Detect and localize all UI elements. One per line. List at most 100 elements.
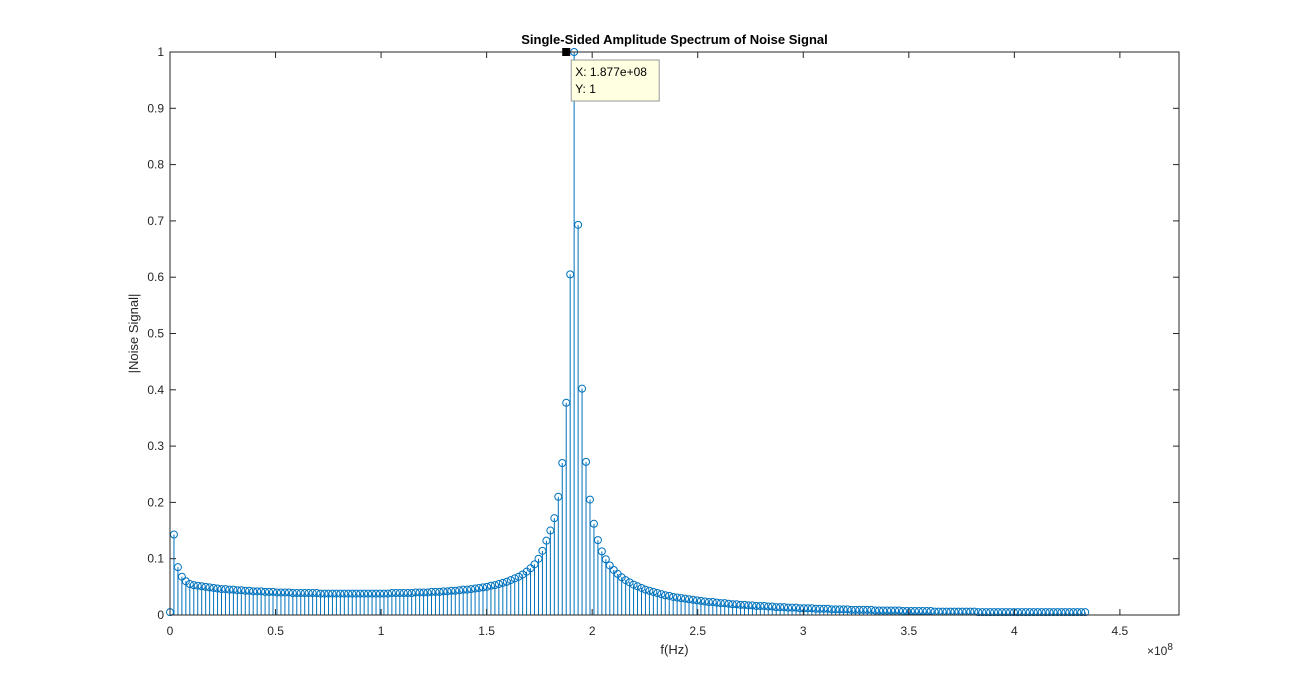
stem-marker	[269, 587, 278, 596]
stem-marker	[189, 581, 198, 590]
y-tick-label: 0.5	[147, 327, 164, 341]
plot-area	[170, 52, 1179, 615]
stem-marker	[732, 600, 741, 609]
stem-marker	[585, 495, 594, 504]
stem-marker	[700, 597, 709, 606]
stem-marker	[843, 605, 852, 614]
stem-marker	[724, 599, 733, 608]
stem-marker	[605, 561, 614, 570]
stem-marker	[205, 583, 214, 592]
stem-marker	[677, 594, 686, 603]
x-tick-label: 3	[800, 624, 807, 638]
y-tick-label: 0.9	[147, 101, 164, 115]
stem-marker	[720, 599, 729, 608]
stem-marker	[597, 547, 606, 556]
stem-marker	[748, 601, 757, 610]
stem-marker	[201, 582, 210, 591]
stem-marker	[574, 220, 583, 229]
stem-marker	[685, 595, 694, 604]
stem-marker	[637, 583, 646, 592]
x-tick-label: 1	[378, 624, 385, 638]
y-tick-label: 0.8	[147, 158, 164, 172]
stem-marker	[1081, 608, 1090, 617]
x-axis-label: f(Hz)	[660, 642, 688, 657]
stem-marker	[712, 598, 721, 607]
stem-marker	[760, 601, 769, 610]
stem-marker	[582, 457, 591, 466]
stem-marker	[649, 587, 658, 596]
x-tick-label: 0	[167, 624, 174, 638]
axis-ticks: 0 0.5 1 1.5 2 2.5 3 3.5 4 4.5 0 0.1 0.2 0.3 0.4 0.5 0.6 0…	[147, 45, 1179, 638]
stem-marker	[867, 605, 876, 614]
stem-marker	[193, 581, 202, 590]
stem-marker	[284, 588, 293, 597]
stem-marker	[625, 578, 634, 587]
stem-marker	[696, 596, 705, 605]
data-tip-marker[interactable]	[562, 48, 571, 56]
data-tip-box	[570, 59, 660, 102]
x-axis-exponent: ×108	[1147, 642, 1173, 658]
stem-marker	[578, 384, 587, 393]
stem-marker	[221, 585, 230, 594]
stem-marker	[633, 582, 642, 591]
x-exponent-power: 8	[1167, 642, 1173, 653]
y-tick-label: 1	[157, 45, 164, 59]
x-tick-label: 2	[589, 624, 596, 638]
y-axis-label: |Noise Signal|	[126, 294, 141, 374]
stem-marker	[213, 584, 222, 593]
x-tick-label: 0.5	[267, 624, 284, 638]
stem-marker	[692, 596, 701, 605]
stem-marker	[681, 594, 690, 603]
stem-marker	[617, 573, 626, 582]
stem-marker	[181, 577, 190, 586]
stem-marker	[629, 580, 638, 589]
x-tick-label: 4	[1011, 624, 1018, 638]
stem-marker	[593, 536, 602, 545]
stem-marker	[177, 572, 186, 581]
stem-marker	[688, 595, 697, 604]
stem-marker	[740, 600, 749, 609]
x-tick-label: 4.5	[1112, 624, 1129, 638]
x-tick-label: 1.5	[478, 624, 495, 638]
y-tick-label: 0.7	[147, 214, 164, 228]
stem-marker	[807, 604, 816, 613]
stem-marker	[589, 519, 598, 528]
stem-marker	[673, 593, 682, 602]
x-exponent-base: ×10	[1147, 644, 1168, 658]
stem-marker	[669, 592, 678, 601]
stem-marker	[661, 591, 670, 600]
stem-marker	[209, 583, 218, 592]
stem-marker	[895, 606, 904, 615]
stem-marker	[237, 586, 246, 595]
stem-marker	[768, 602, 777, 611]
stem-marker	[229, 585, 238, 594]
y-tick-label: 0.6	[147, 270, 164, 284]
stem-marker	[792, 603, 801, 612]
stem-marker	[641, 585, 650, 594]
stem-marker	[823, 604, 832, 613]
stem-marker	[601, 555, 610, 564]
x-tick-label: 3.5	[900, 624, 917, 638]
x-tick-label: 2.5	[689, 624, 706, 638]
data-tip-y-text: Y: 1	[575, 82, 596, 96]
stem-marker	[197, 582, 206, 591]
y-tick-label: 0.4	[147, 383, 164, 397]
y-tick-label: 0.1	[147, 552, 164, 566]
stem-marker	[621, 576, 630, 585]
stem-marker	[173, 563, 182, 572]
stem-marker	[665, 591, 674, 600]
stem-marker	[312, 589, 321, 598]
chart-title: Single-Sided Amplitude Spectrum of Noise…	[521, 32, 828, 47]
stem-marker	[645, 586, 654, 595]
stem-marker	[257, 587, 266, 596]
y-tick-label: 0.3	[147, 439, 164, 453]
stem-marker	[708, 598, 717, 607]
stem-marker	[657, 590, 666, 599]
data-tip-x-text: X: 1.877e+08	[575, 65, 647, 79]
data-tip[interactable]: X: 1.877e+08 Y: 1	[562, 48, 660, 102]
stem-marker	[780, 603, 789, 612]
y-tick-label: 0.2	[147, 495, 164, 509]
stem-marker	[653, 589, 662, 598]
y-tick-label: 0	[157, 608, 164, 622]
